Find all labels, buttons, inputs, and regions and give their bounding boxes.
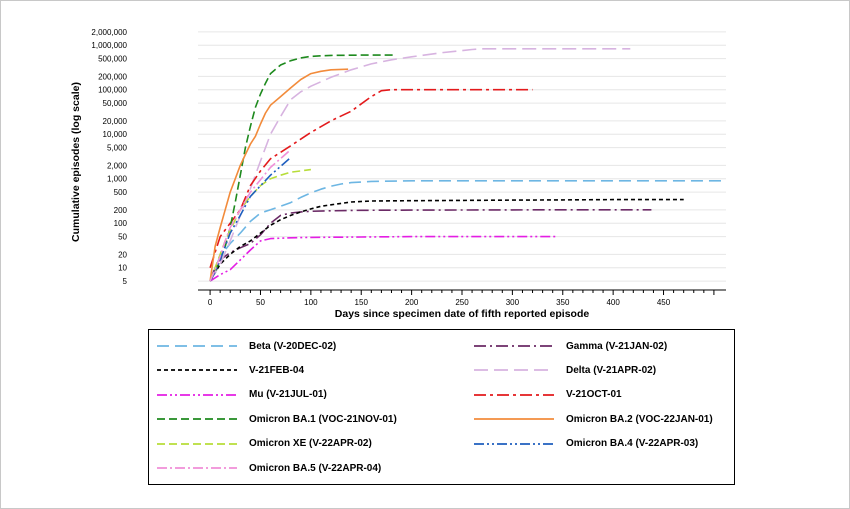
series-lines [209, 48, 724, 282]
y-tick-label: 20 [118, 250, 127, 259]
legend-label: Omicron BA.1 (VOC-21NOV-01) [249, 413, 397, 425]
x-tick-label: 150 [355, 298, 369, 307]
x-tick-label: 200 [405, 298, 419, 307]
y-tick-label: 1,000 [107, 175, 128, 184]
y-axis-title: Cumulative episodes (log scale) [70, 82, 82, 242]
y-tick-label: 5,000 [107, 144, 128, 153]
legend-label: V-21OCT-01 [566, 389, 622, 401]
legend-item: Omicron XE (V-22APR-02) [149, 435, 372, 453]
legend-swatch [157, 442, 237, 445]
y-tick-label: 500 [114, 188, 128, 197]
legend-item: Omicron BA.4 (V-22APR-03) [466, 435, 698, 453]
x-tick-label: 450 [657, 298, 671, 307]
x-tick-label: 300 [506, 298, 520, 307]
legend-swatch [474, 369, 554, 372]
legend-item: V-21FEB-04 [149, 361, 304, 379]
y-tick-label: 10,000 [103, 130, 128, 139]
y-tick-label: 50,000 [103, 99, 128, 108]
y-tick-label: 2,000,000 [91, 28, 127, 37]
legend-label: Omicron BA.5 (V-22APR-04) [249, 462, 382, 474]
legend-swatch [474, 393, 554, 396]
legend-swatch [474, 418, 554, 421]
y-tick-label: 100,000 [98, 86, 127, 95]
legend-label: V-21FEB-04 [249, 364, 305, 376]
legend-label: Delta (V-21APR-02) [566, 364, 657, 376]
axes: 51020501002005001,0002,0005,00010,00020,… [91, 28, 726, 307]
legend-item: Omicron BA.1 (VOC-21NOV-01) [149, 410, 397, 428]
x-tick-label: 100 [304, 298, 318, 307]
legend-swatch [157, 369, 237, 372]
x-tick-label: 50 [256, 298, 265, 307]
legend-swatch [157, 467, 237, 469]
y-tick-label: 500,000 [98, 55, 127, 64]
series-line [209, 54, 397, 282]
series-line [209, 149, 292, 282]
y-tick-label: 5 [123, 277, 128, 286]
legend-item: Omicron BA.5 (V-22APR-04) [149, 459, 381, 477]
legend-item: Mu (V-21JUL-01) [149, 386, 327, 404]
y-tick-label: 10 [118, 264, 127, 273]
legend-swatch [474, 442, 554, 445]
series-line [209, 209, 652, 282]
series-line [209, 156, 292, 282]
legend-item: Gamma (V-21JAN-02) [466, 337, 667, 355]
y-tick-label: 20,000 [103, 117, 128, 126]
gridlines [198, 31, 726, 282]
y-tick-label: 200,000 [98, 72, 127, 81]
legend-label: Omicron BA.4 (V-22APR-03) [566, 438, 699, 450]
legend-label: Mu (V-21JUL-01) [249, 389, 327, 401]
series-line [209, 180, 724, 282]
series-line [209, 235, 556, 282]
y-tick-label: 2,000 [107, 161, 128, 170]
y-tick-label: 100 [114, 219, 128, 228]
line-chart: 51020501002005001,0002,0005,00010,00020,… [70, 28, 726, 320]
legend: Beta (V-20DEC-02) Gamma (V-21JAN-02) V-21F… [148, 329, 735, 485]
y-tick-label: 1,000,000 [91, 41, 127, 50]
legend-label: Gamma (V-21JAN-02) [566, 340, 668, 352]
legend-swatch [157, 393, 237, 396]
series-line [209, 68, 349, 282]
legend-swatch [474, 345, 554, 347]
legend-item: Beta (V-20DEC-02) [149, 337, 336, 355]
legend-label: Beta (V-20DEC-02) [249, 340, 337, 352]
x-tick-label: 400 [606, 298, 620, 307]
legend-item: V-21OCT-01 [466, 386, 622, 404]
y-tick-label: 200 [114, 206, 128, 215]
legend-item: Omicron BA.2 (VOC-22JAN-01) [466, 410, 713, 428]
legend-swatch [157, 345, 237, 347]
legend-label: Omicron XE (V-22APR-02) [249, 438, 372, 450]
y-tick-label: 50 [118, 233, 127, 242]
x-axis-title: Days since specimen date of fifth report… [335, 308, 590, 320]
x-tick-label: 250 [455, 298, 469, 307]
legend-item: Delta (V-21APR-02) [466, 361, 656, 379]
legend-swatch [157, 418, 237, 421]
x-tick-label: 350 [556, 298, 570, 307]
legend-label: Omicron BA.2 (VOC-22JAN-01) [566, 413, 713, 425]
series-line [209, 198, 684, 282]
series-line [209, 168, 312, 282]
x-tick-label: 0 [208, 298, 213, 307]
